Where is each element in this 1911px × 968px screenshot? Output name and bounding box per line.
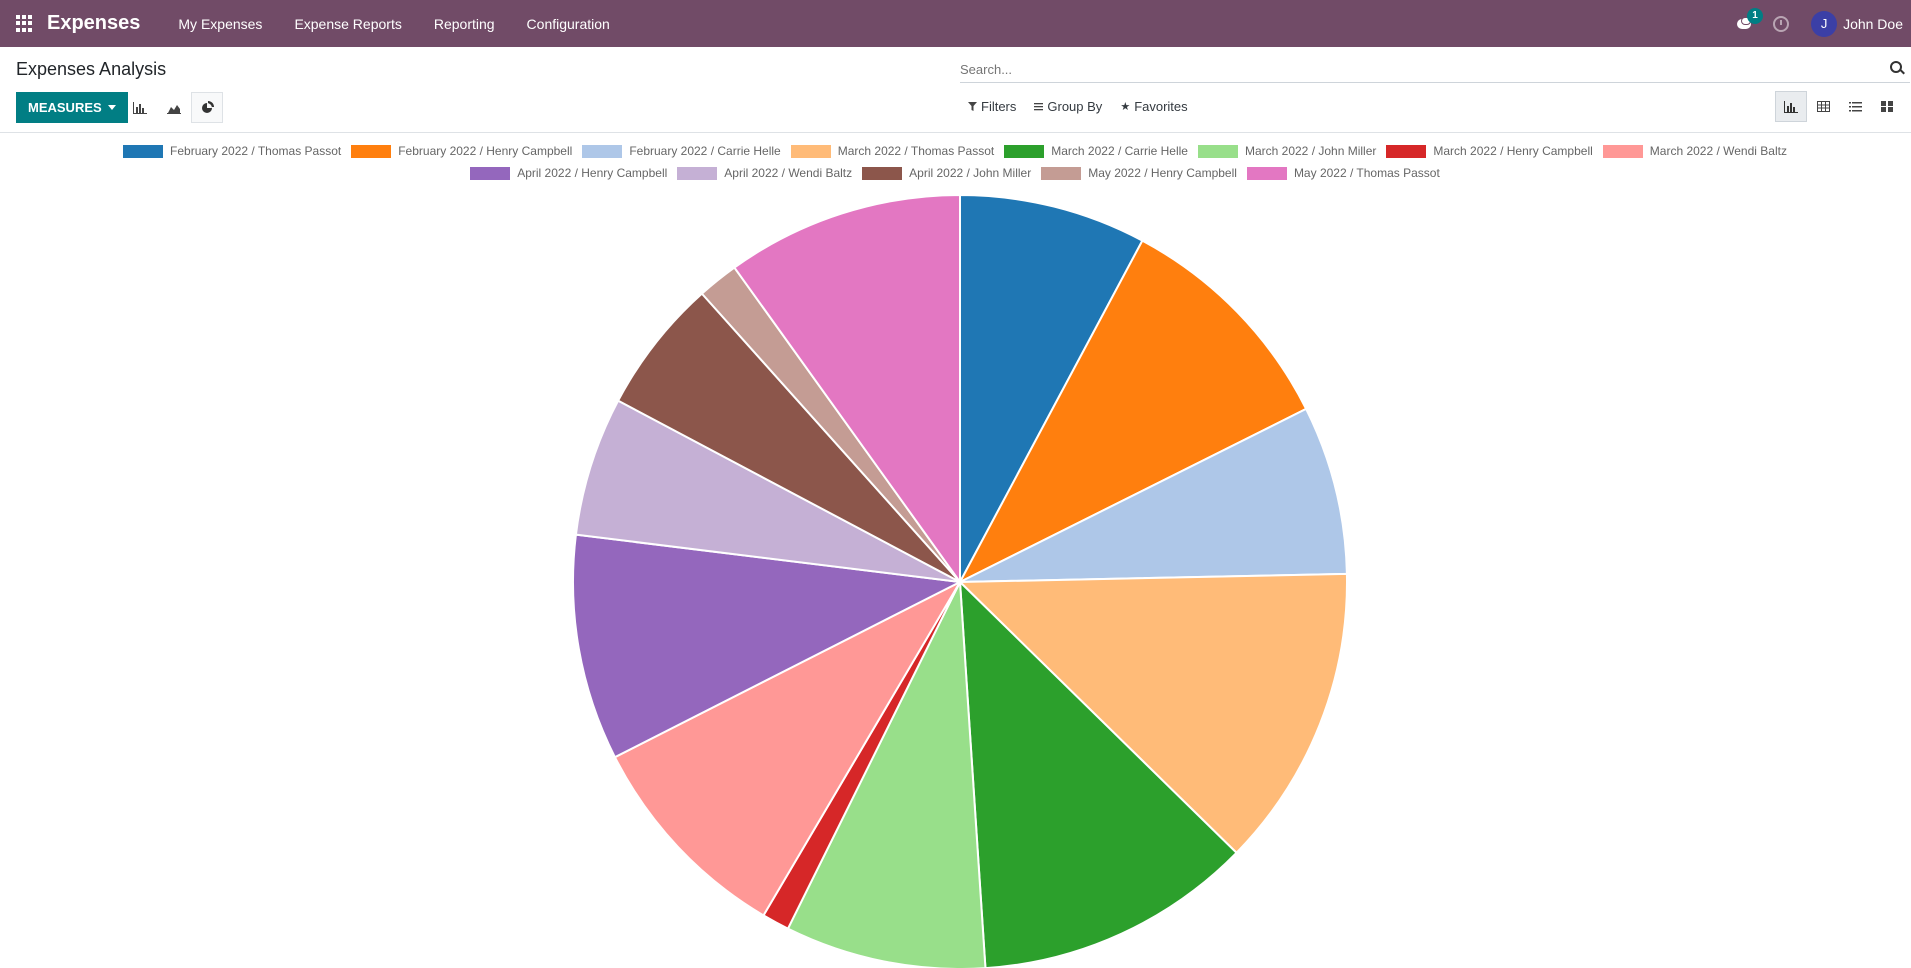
page-title: Expenses Analysis: [16, 59, 167, 79]
legend-item[interactable]: March 2022 / Thomas Passot: [790, 143, 995, 159]
legend-item[interactable]: April 2022 / Wendi Baltz: [677, 165, 852, 181]
kanban-view-button[interactable]: [1871, 91, 1903, 122]
legend-item[interactable]: March 2022 / Carrie Helle: [1004, 143, 1188, 159]
legend-label: March 2022 / Wendi Baltz: [1649, 144, 1787, 158]
legend-swatch: [1197, 144, 1238, 158]
legend-swatch: [1602, 144, 1643, 158]
legend-item[interactable]: February 2022 / Henry Campbell: [351, 143, 572, 159]
legend-label: February 2022 / Thomas Passot: [170, 144, 342, 158]
legend-swatch: [1041, 166, 1082, 180]
legend-swatch: [1004, 144, 1045, 158]
activity-clock-icon[interactable]: [1773, 15, 1790, 32]
legend-swatch: [1246, 166, 1287, 180]
kanban-view-icon: [1881, 101, 1893, 112]
legend-label: March 2022 / Carrie Helle: [1051, 144, 1188, 158]
list-view-button[interactable]: [1839, 91, 1871, 122]
legend-label: February 2022 / Carrie Helle: [629, 144, 781, 158]
topbar-systray: 1 J John Doe: [1735, 0, 1911, 47]
pivot-view-icon: [1816, 101, 1830, 112]
legend-item[interactable]: February 2022 / Thomas Passot: [123, 143, 341, 159]
menu-expense-reports[interactable]: Expense Reports: [294, 15, 402, 32]
search-input[interactable]: [960, 57, 1880, 81]
legend-item[interactable]: March 2022 / Henry Campbell: [1386, 143, 1593, 159]
legend-label: May 2022 / Henry Campbell: [1088, 166, 1237, 180]
group-by-label: Group By: [1047, 99, 1103, 114]
graph-view-icon: [1784, 100, 1798, 113]
pie-slice[interactable]: [574, 399, 961, 583]
favorites-dropdown[interactable]: ★ Favorites: [1120, 99, 1187, 114]
pie-slice[interactable]: [959, 407, 1348, 583]
legend-label: March 2022 / Thomas Passot: [837, 144, 995, 158]
graph-view-button[interactable]: [1775, 91, 1807, 122]
caret-down-icon: [107, 105, 116, 110]
measures-button[interactable]: MEASURES: [16, 92, 128, 123]
apps-menu-icon[interactable]: [16, 14, 34, 33]
legend-swatch: [123, 144, 164, 158]
favorites-label: Favorites: [1134, 99, 1188, 114]
legend-item[interactable]: April 2022 / John Miller: [862, 165, 1031, 181]
legend-label: April 2022 / Henry Campbell: [517, 166, 668, 180]
pie-chart-icon: [201, 101, 214, 113]
bar-chart-icon: [133, 101, 147, 114]
pie-slice[interactable]: [572, 533, 964, 759]
filter-icon: [968, 102, 977, 111]
measures-label: MEASURES: [28, 100, 102, 115]
app-brand[interactable]: Expenses: [47, 12, 141, 34]
legend-item[interactable]: May 2022 / Thomas Passot: [1246, 165, 1440, 181]
legend-item[interactable]: April 2022 / Henry Campbell: [470, 165, 667, 181]
search-bar: [960, 57, 1910, 83]
pie-slice[interactable]: [733, 193, 961, 586]
star-icon: ★: [1120, 101, 1131, 113]
legend-label: May 2022 / Thomas Passot: [1293, 166, 1440, 180]
legend-item[interactable]: March 2022 / Wendi Baltz: [1602, 143, 1787, 159]
legend-label: April 2022 / John Miller: [909, 166, 1032, 180]
messaging-icon[interactable]: 1: [1735, 7, 1764, 34]
menu-reporting[interactable]: Reporting: [433, 15, 495, 32]
legend-label: March 2022 / Henry Campbell: [1433, 144, 1593, 158]
pie-slice[interactable]: [613, 579, 963, 917]
legend-item[interactable]: March 2022 / John Miller: [1197, 143, 1377, 159]
filter-bar: Filters Group By ★ Favorites: [968, 99, 1188, 114]
menu-configuration[interactable]: Configuration: [526, 15, 610, 32]
legend-item[interactable]: May 2022 / Henry Campbell: [1041, 165, 1237, 181]
legend-swatch: [1386, 144, 1427, 158]
user-avatar[interactable]: J: [1811, 10, 1838, 37]
filters-label: Filters: [981, 99, 1017, 114]
pie-slice[interactable]: [957, 572, 1348, 855]
legend-label: April 2022 / Wendi Baltz: [724, 166, 853, 180]
notification-badge: 1: [1747, 7, 1764, 24]
legend-label: March 2022 / John Miller: [1244, 144, 1377, 158]
line-chart-button[interactable]: [158, 92, 190, 123]
legend-label: February 2022 / Henry Campbell: [398, 144, 573, 158]
menu-my-expenses[interactable]: My Expenses: [178, 15, 263, 32]
filters-dropdown[interactable]: Filters: [968, 99, 1016, 114]
group-by-dropdown[interactable]: Group By: [1034, 99, 1102, 114]
pie-chart: [572, 193, 1348, 968]
pie-slice[interactable]: [616, 292, 961, 583]
pie-slice[interactable]: [957, 239, 1308, 585]
pie-slice[interactable]: [958, 579, 1238, 968]
top-navbar: Expenses My Expenses Expense Reports Rep…: [0, 0, 1911, 47]
pivot-view-button[interactable]: [1807, 91, 1839, 122]
legend-item[interactable]: February 2022 / Carrie Helle: [582, 143, 781, 159]
bar-chart-button[interactable]: [124, 92, 156, 123]
pie-slice[interactable]: [959, 193, 1144, 583]
list-view-icon: [1848, 102, 1862, 112]
user-name[interactable]: John Doe: [1843, 15, 1903, 32]
chart-legend: February 2022 / Thomas Passot February 20…: [20, 143, 1890, 181]
legend-swatch: [582, 144, 623, 158]
group-by-icon: [1034, 103, 1044, 111]
pie-slice[interactable]: [786, 578, 987, 968]
pie-chart-button[interactable]: [191, 92, 223, 123]
legend-swatch: [470, 166, 511, 180]
legend-swatch: [677, 166, 718, 180]
legend-swatch: [351, 144, 392, 158]
legend-swatch: [862, 166, 903, 180]
search-icon[interactable]: [1890, 61, 1902, 73]
area-chart-icon: [167, 104, 181, 114]
view-switcher: [1775, 91, 1903, 122]
legend-swatch: [790, 144, 831, 158]
control-panel: Expenses Analysis MEASURES: [0, 47, 1911, 133]
